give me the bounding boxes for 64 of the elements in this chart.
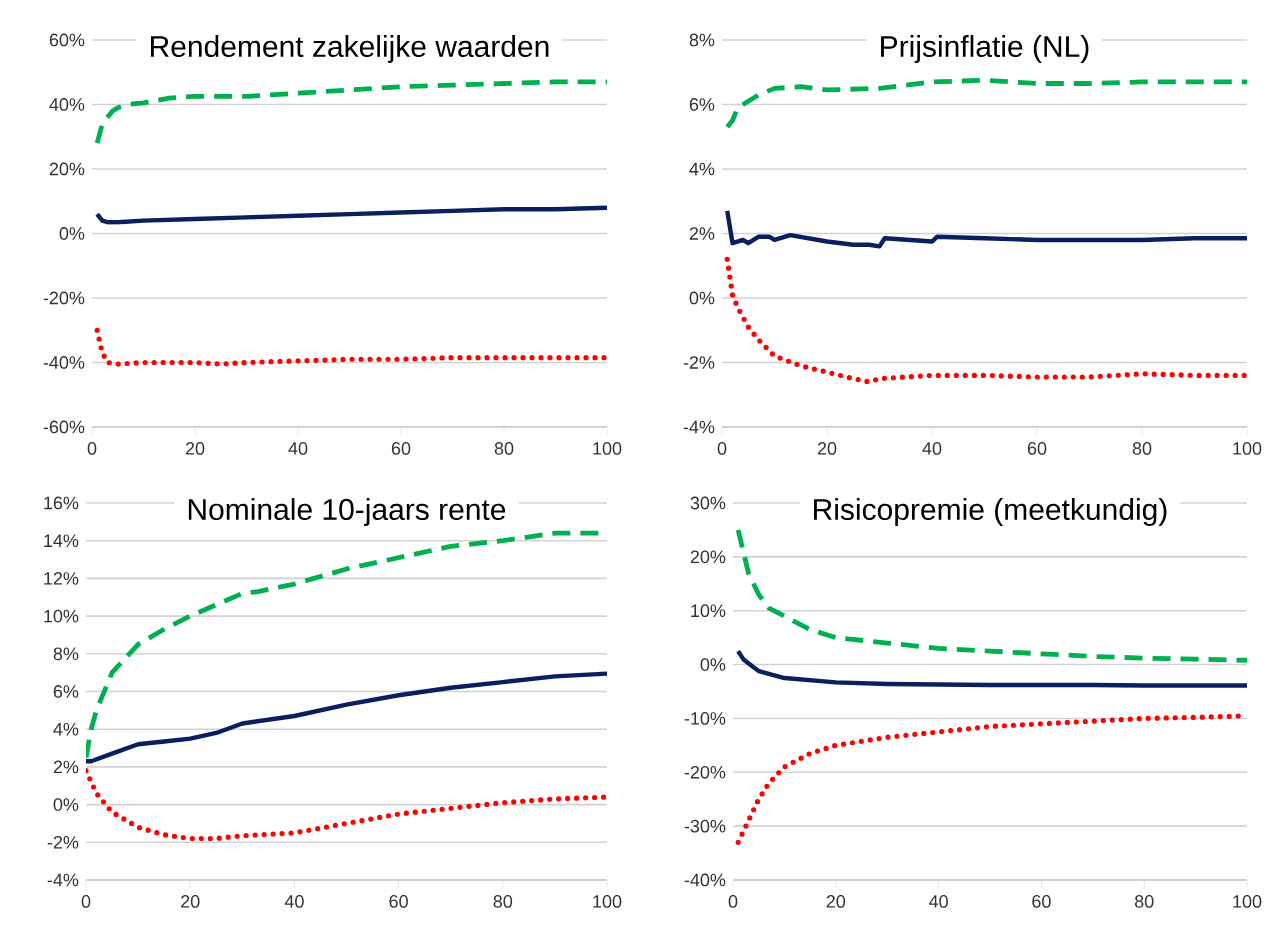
y-tick-label: 14% — [44, 534, 79, 547]
x-tick-label: 40 — [288, 442, 308, 455]
y-tick-label: 30% — [690, 496, 726, 510]
y-tick-label: 8% — [53, 647, 79, 661]
x-tick-label: 0 — [717, 442, 727, 455]
y-tick-label: 0% — [53, 798, 79, 811]
y-tick-label: -20% — [684, 765, 726, 779]
y-tick-label: -60% — [43, 420, 85, 434]
line-series — [94, 205, 607, 225]
x-tick-label: 20 — [817, 442, 837, 455]
y-tick-label: -10% — [684, 712, 726, 725]
y-tick-label: -40% — [43, 356, 85, 369]
y-tick-label: 0% — [700, 658, 726, 671]
x-tick-label: 0 — [728, 895, 738, 908]
x-tick-label: 20 — [181, 895, 200, 908]
x-tick-label: 100 — [1233, 442, 1262, 455]
chart-title: Risicopremie (meetkundig) — [814, 498, 1167, 527]
x-tick-label: 20 — [185, 442, 205, 455]
y-tick-label: -2% — [683, 356, 715, 369]
y-tick-label: 60% — [49, 33, 85, 47]
chart-title: Rendement zakelijke waarden — [151, 35, 549, 63]
chart-title: Prijsinflatie (NL) — [881, 35, 1089, 63]
x-tick-label: 40 — [922, 442, 942, 455]
x-tick-label: 40 — [284, 895, 304, 908]
y-tick-label: 4% — [53, 722, 79, 736]
x-tick-label: 60 — [1027, 442, 1047, 455]
x-tick-label: 100 — [593, 895, 622, 908]
line-series — [86, 671, 607, 764]
x-tick-label: 0 — [81, 895, 91, 908]
x-tick-label: 60 — [1032, 895, 1051, 908]
x-tick-label: 100 — [593, 442, 622, 455]
y-tick-label: -20% — [43, 291, 85, 305]
y-tick-label: 6% — [689, 98, 715, 111]
chart-title: Nominale 10-jaars rente — [188, 498, 506, 526]
y-tick-label: -2% — [47, 835, 79, 849]
x-tick-label: 80 — [1134, 895, 1154, 908]
x-tick-label: 100 — [1233, 895, 1262, 908]
y-tick-label: -4% — [683, 420, 715, 434]
y-tick-label: -40% — [684, 873, 726, 887]
x-tick-label: 40 — [929, 895, 948, 908]
y-tick-label: 6% — [53, 685, 79, 698]
x-tick-label: 80 — [494, 442, 514, 455]
x-tick-label: 20 — [826, 895, 846, 908]
y-tick-label: 0% — [689, 291, 715, 305]
y-tick-label: 40% — [49, 98, 85, 111]
x-tick-label: 60 — [391, 442, 411, 455]
y-tick-label: 4% — [689, 162, 715, 176]
x-tick-label: 80 — [493, 895, 513, 908]
y-tick-label: 10% — [44, 609, 79, 623]
y-tick-label: 12% — [44, 572, 79, 585]
x-tick-label: 60 — [389, 895, 408, 908]
x-tick-label: 80 — [1132, 442, 1152, 455]
y-tick-label: 20% — [49, 162, 85, 176]
y-tick-label: -4% — [47, 873, 79, 887]
y-tick-label: 16% — [44, 496, 79, 510]
line-series — [94, 79, 607, 146]
y-tick-label: -30% — [684, 819, 726, 833]
x-tick-label: 0 — [87, 442, 97, 455]
y-tick-label: 2% — [689, 227, 715, 240]
y-tick-label: 20% — [690, 550, 726, 564]
y-tick-label: 10% — [691, 604, 726, 618]
y-tick-label: 8% — [689, 33, 715, 47]
y-tick-label: 0% — [59, 227, 85, 240]
y-tick-label: 2% — [53, 760, 79, 774]
